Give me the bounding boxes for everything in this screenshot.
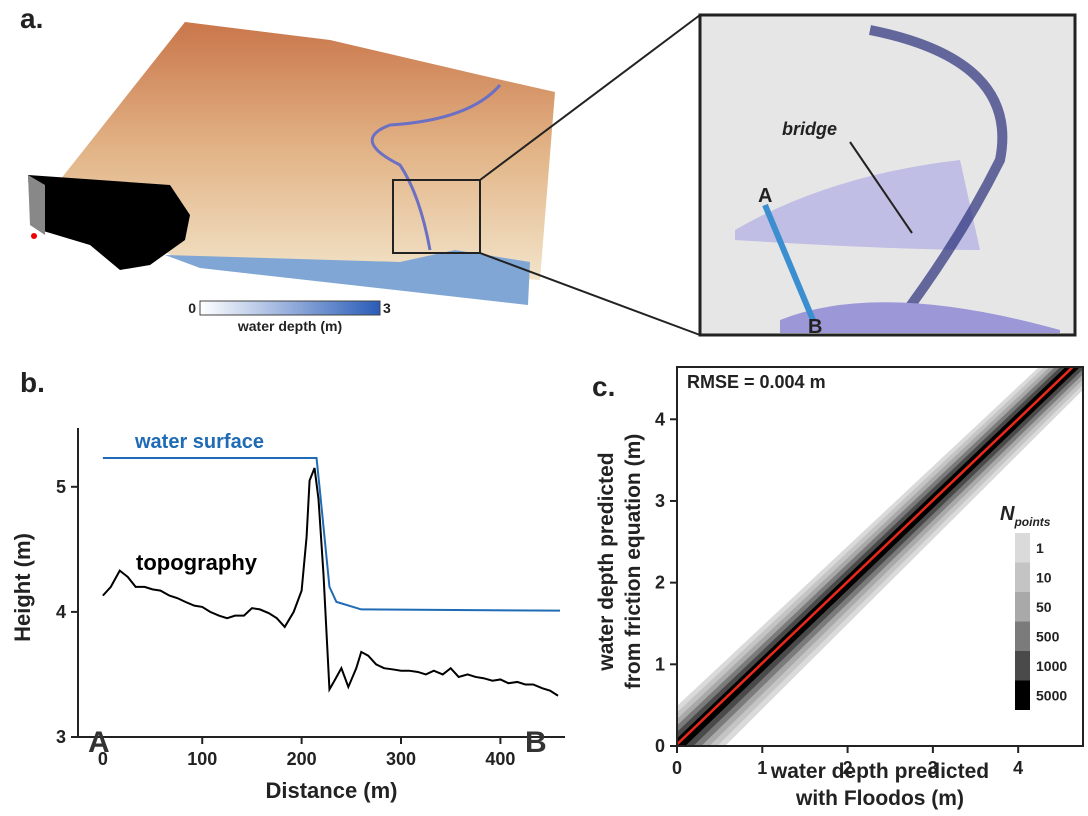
panel-label: a. xyxy=(20,3,43,34)
y-tick-label: 4 xyxy=(56,602,66,622)
x-tick-label: 0 xyxy=(98,749,108,769)
legend-swatch xyxy=(1015,562,1030,592)
legend-title-sub: points xyxy=(1013,515,1050,529)
annotation: RMSE = 0.004 m xyxy=(687,372,826,392)
y-tick-label: 1 xyxy=(655,654,665,674)
legend-swatch xyxy=(1015,621,1030,651)
zoom-line xyxy=(479,252,701,336)
y-tick-label: 4 xyxy=(655,409,665,429)
inset-flood xyxy=(780,302,1060,333)
x-tick-label: 200 xyxy=(287,749,317,769)
legend-label: 1000 xyxy=(1036,658,1067,674)
colorbar xyxy=(199,300,381,316)
transect xyxy=(762,203,816,322)
annotation: bridge xyxy=(782,119,837,139)
x-axis-label: Distance (m) xyxy=(265,778,397,803)
inset-river xyxy=(869,25,1008,323)
x-axis-label: with Floodos (m) xyxy=(795,787,964,810)
inset-flood xyxy=(735,160,980,250)
legend-label: 500 xyxy=(1036,629,1060,645)
annotation: water surface xyxy=(134,431,264,453)
y-tick-label: 0 xyxy=(655,736,665,756)
panel-label: c. xyxy=(592,371,615,402)
x-tick-label: 4 xyxy=(1013,758,1023,778)
legend-swatch xyxy=(1015,680,1030,710)
california xyxy=(28,175,45,235)
annotation: B xyxy=(525,726,547,759)
colorbar-label: water depth (m) xyxy=(237,318,342,334)
legend-title: Npoints xyxy=(1000,503,1051,529)
ocean xyxy=(165,250,530,305)
y-axis-label: from friction equation (m) xyxy=(622,434,645,690)
arrow xyxy=(849,141,913,234)
density-band xyxy=(677,367,1080,746)
density xyxy=(677,367,1083,746)
y-tick-label: 3 xyxy=(56,727,66,747)
annotation: A xyxy=(88,726,110,759)
x-tick-label: 2 xyxy=(843,758,853,778)
y-tick-label: 2 xyxy=(655,573,665,593)
y-tick-label: 3 xyxy=(655,491,665,511)
x-tick-label: 1 xyxy=(757,758,767,778)
annotation: topography xyxy=(136,550,258,575)
legend-label: 10 xyxy=(1036,570,1052,586)
river xyxy=(370,84,502,251)
legend-label: 50 xyxy=(1036,599,1052,615)
x-tick-label: 100 xyxy=(187,749,217,769)
legend-swatch xyxy=(1015,533,1030,563)
us-map xyxy=(28,175,190,270)
fit-line xyxy=(677,367,1075,746)
line-series xyxy=(102,457,561,612)
panel-label: b. xyxy=(20,367,45,398)
legend-swatch xyxy=(1015,651,1030,681)
zoom-box xyxy=(392,179,481,254)
y-tick-label: 5 xyxy=(56,477,66,497)
colorbar-tick: 0 xyxy=(188,300,196,316)
legend-title-main: N xyxy=(1000,503,1015,525)
colorbar-tick: 3 xyxy=(383,300,391,316)
legend-label: 5000 xyxy=(1036,688,1067,704)
location-dot xyxy=(31,233,37,239)
x-tick-label: 3 xyxy=(928,758,938,778)
legend-swatch xyxy=(1015,592,1030,622)
zoom-line xyxy=(479,14,701,181)
legend-label: 1 xyxy=(1036,540,1044,556)
x-axis-label: water depth predicted xyxy=(770,760,989,783)
x-tick-label: 300 xyxy=(386,749,416,769)
line-series xyxy=(102,467,559,697)
x-tick-label: 400 xyxy=(485,749,515,769)
point-label: A xyxy=(758,185,772,207)
panel-a: a. bridge A B 0 3 water depth (m) xyxy=(20,3,1077,338)
x-tick-label: 0 xyxy=(672,758,682,778)
y-axis-label: Height (m) xyxy=(10,533,35,642)
point-label: B xyxy=(808,316,822,338)
y-axis-label: water depth predicted xyxy=(595,452,618,671)
plot-frame xyxy=(676,366,1084,747)
